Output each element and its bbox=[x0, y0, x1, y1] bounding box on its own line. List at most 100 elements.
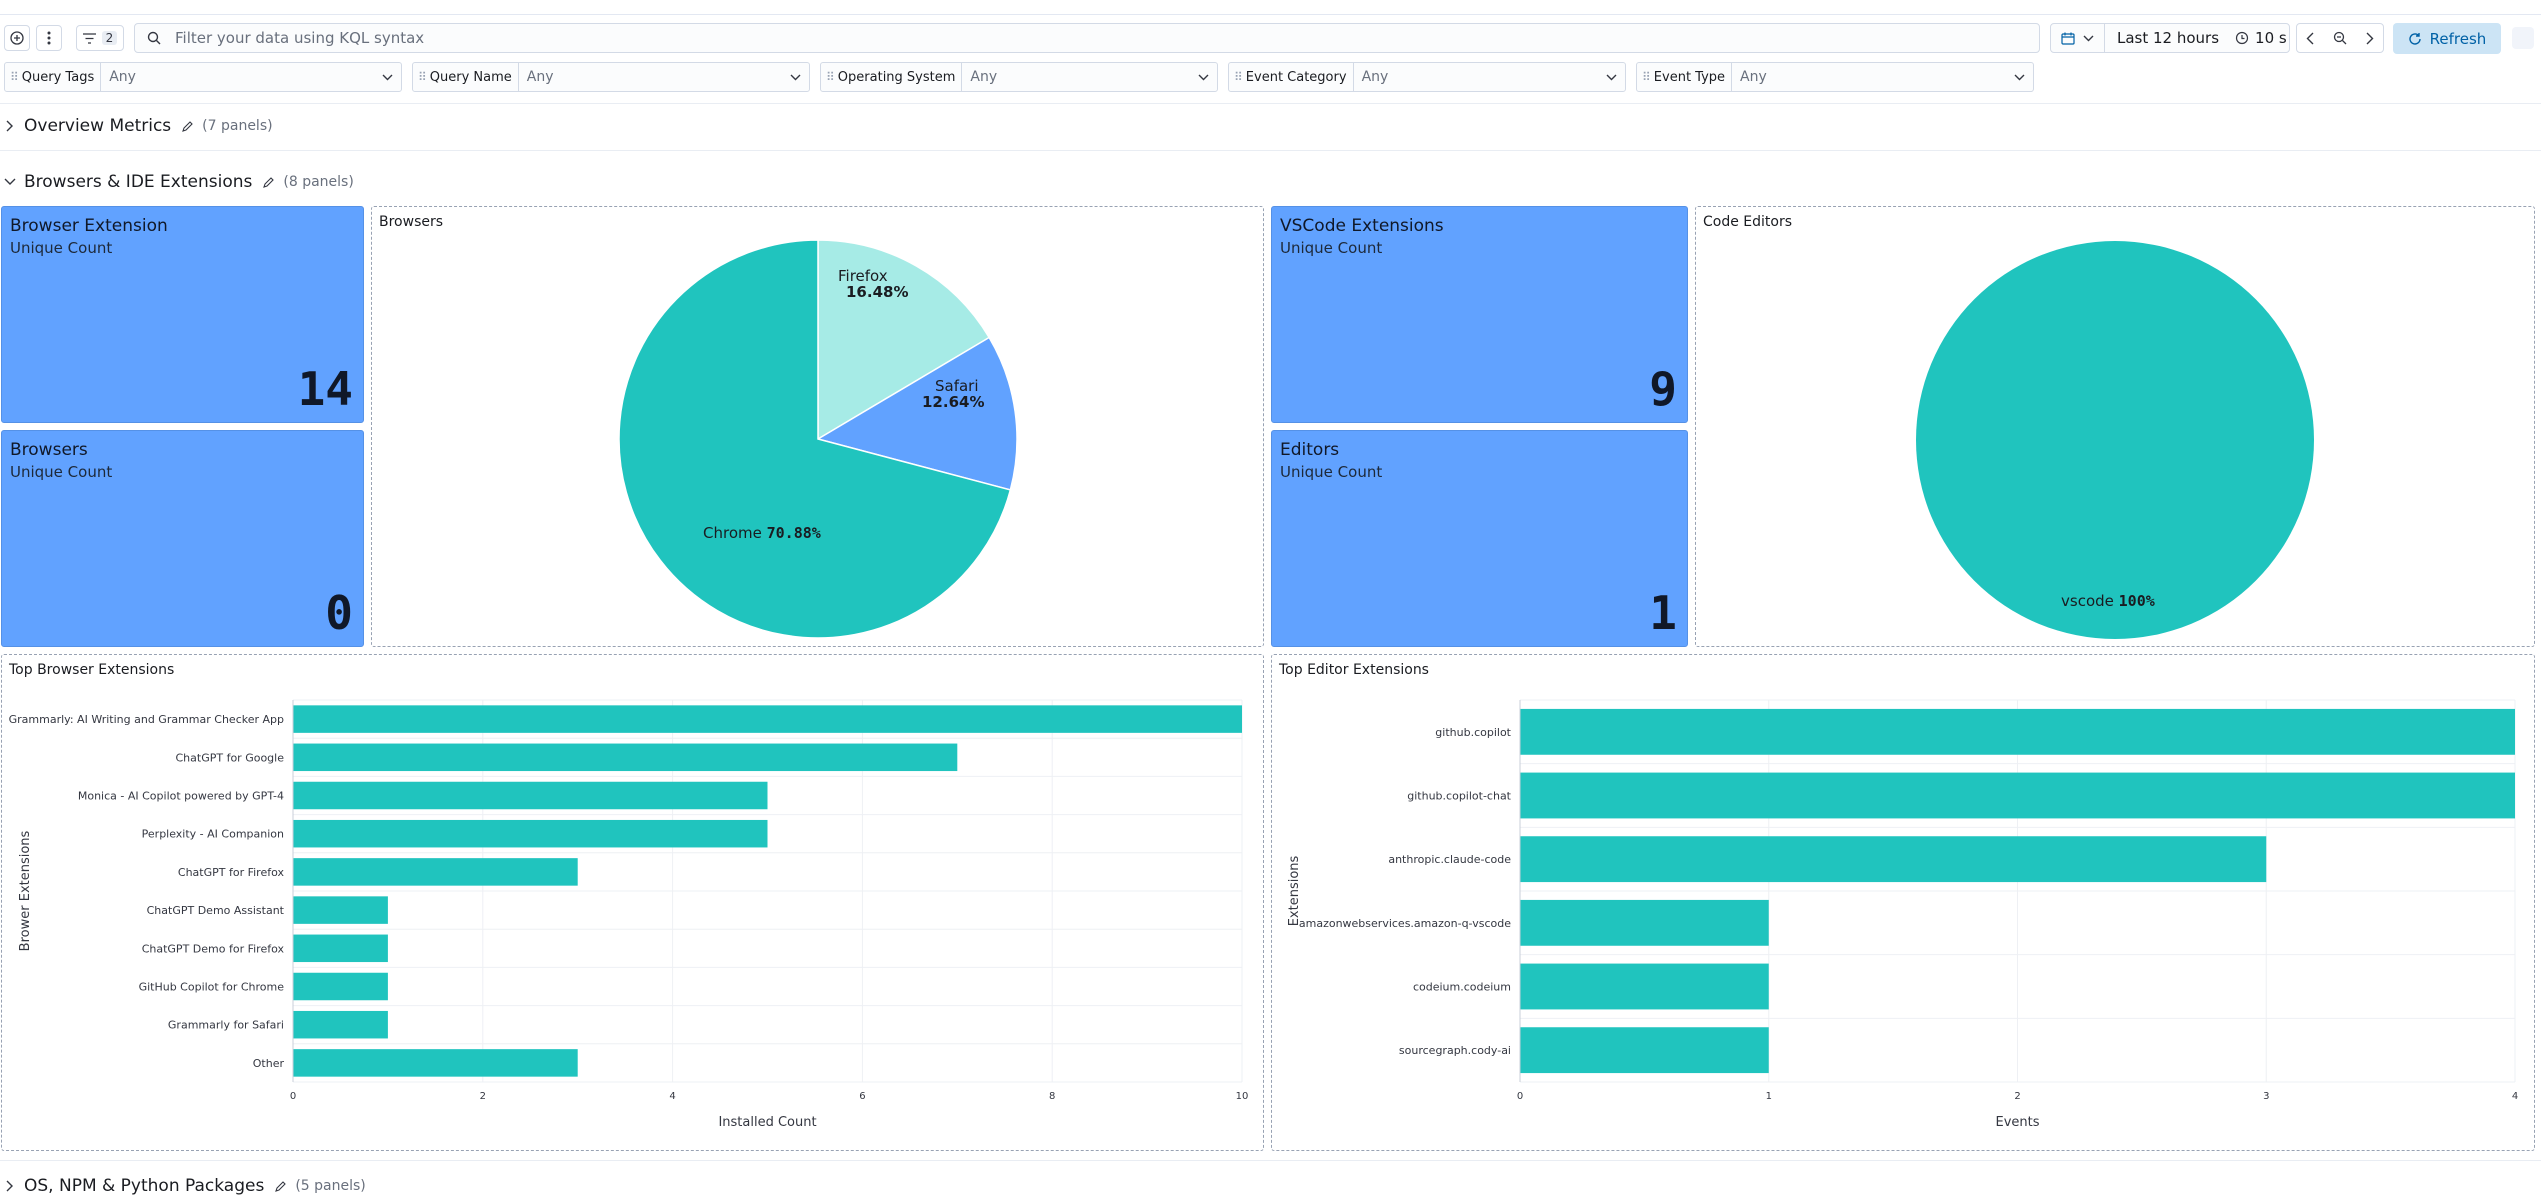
chevron-right-icon[interactable] bbox=[6, 120, 14, 132]
bar[interactable] bbox=[293, 743, 958, 772]
metric-browsers: Browsers Unique Count 0 bbox=[1, 430, 364, 647]
pie-slice-vscode[interactable] bbox=[1916, 241, 2314, 639]
bar[interactable] bbox=[1520, 772, 2515, 819]
control-label: Event Category bbox=[1246, 63, 1354, 91]
metric-title: VSCode Extensions bbox=[1280, 216, 1444, 236]
control-query-name[interactable]: ⠿ Query Name Any bbox=[412, 62, 810, 92]
chevron-down-icon[interactable] bbox=[4, 178, 16, 186]
divider bbox=[0, 150, 2541, 151]
refresh-label: Refresh bbox=[2429, 29, 2487, 48]
bar[interactable] bbox=[1520, 836, 2267, 883]
drag-handle-icon[interactable]: ⠿ bbox=[10, 70, 19, 84]
y-tick-label: amazonwebservices.amazon-q-vscode bbox=[1299, 917, 1511, 930]
pie-slice-firefox[interactable] bbox=[817, 239, 991, 441]
drag-handle-icon[interactable]: ⠿ bbox=[1234, 70, 1243, 84]
time-picker[interactable]: Last 12 hours 10 s bbox=[2050, 23, 2290, 53]
x-tick-label: 1 bbox=[1766, 1091, 1772, 1102]
metric-subtitle: Unique Count bbox=[1280, 239, 1383, 257]
x-tick-label: 10 bbox=[1236, 1091, 1249, 1102]
panel-title: Browsers bbox=[379, 214, 444, 230]
filter-count: 2 bbox=[101, 31, 118, 45]
drag-handle-icon[interactable]: ⠿ bbox=[418, 70, 427, 84]
code-editors-pie-chart: vscode 100% bbox=[1916, 241, 2314, 639]
x-axis-label: Installed Count bbox=[718, 1115, 816, 1130]
editor-extensions-bar-chart: 0 1 2 3 4 github.copilot github.copilot-chat an… bbox=[1287, 699, 2518, 1130]
pencil-icon[interactable] bbox=[262, 176, 275, 189]
y-tick-label: GitHub Copilot for Chrome bbox=[139, 981, 285, 994]
chevron-left-icon[interactable] bbox=[2306, 32, 2314, 45]
metric-title: Editors bbox=[1280, 440, 1340, 460]
pie-slice-chrome[interactable] bbox=[618, 239, 1012, 639]
refresh-interval-icon bbox=[2235, 31, 2249, 45]
chevron-right-icon[interactable] bbox=[2366, 32, 2374, 45]
y-tick-label: ChatGPT Demo for Firefox bbox=[142, 942, 285, 955]
panel-top-browser-extensions: Top Browser Extensions 0 2 4 6 8 10 Grammarly:… bbox=[1, 654, 1264, 1151]
kql-placeholder: Filter your data using KQL syntax bbox=[175, 29, 425, 47]
refresh-interval[interactable]: 10 s bbox=[2235, 29, 2287, 47]
loading-indicator-icon bbox=[2512, 27, 2534, 49]
bar[interactable] bbox=[293, 781, 768, 810]
control-label: Operating System bbox=[838, 63, 963, 91]
x-tick-label: 2 bbox=[2014, 1091, 2020, 1102]
options-menu-icon[interactable] bbox=[36, 25, 62, 51]
drag-handle-icon[interactable]: ⠿ bbox=[826, 70, 835, 84]
bar[interactable] bbox=[293, 819, 768, 848]
divider bbox=[0, 1160, 2541, 1161]
bar[interactable] bbox=[293, 1010, 388, 1039]
section-panel-count: (5 panels) bbox=[295, 1178, 366, 1194]
panel-title: Top Browser Extensions bbox=[9, 662, 175, 678]
x-tick-label: 2 bbox=[480, 1091, 486, 1102]
pencil-icon[interactable] bbox=[181, 120, 194, 133]
bar[interactable] bbox=[293, 934, 388, 963]
bar[interactable] bbox=[293, 896, 388, 924]
add-filter-icon[interactable] bbox=[4, 25, 30, 51]
pie-pct-label: 12.64% bbox=[922, 393, 984, 411]
x-tick-label: 4 bbox=[669, 1091, 675, 1102]
control-value: Any bbox=[1740, 69, 1767, 85]
control-event-category[interactable]: ⠿ Event Category Any bbox=[1228, 62, 1626, 92]
kql-search-input[interactable]: Filter your data using KQL syntax bbox=[134, 23, 2040, 53]
calendar-icon[interactable] bbox=[2061, 32, 2094, 45]
bar[interactable] bbox=[1520, 899, 1769, 946]
chevron-right-icon[interactable] bbox=[6, 1180, 14, 1192]
time-nav-group bbox=[2296, 23, 2384, 53]
section-panel-count: (7 panels) bbox=[202, 118, 273, 134]
bar[interactable] bbox=[293, 1049, 578, 1077]
section-overview-metrics[interactable]: Overview Metrics (7 panels) bbox=[0, 116, 273, 136]
drag-handle-icon[interactable]: ⠿ bbox=[1642, 70, 1651, 84]
chevron-down-icon bbox=[1198, 74, 1209, 80]
x-axis-label: Events bbox=[1995, 1115, 2039, 1130]
x-tick-label: 0 bbox=[290, 1091, 296, 1102]
control-operating-system[interactable]: ⠿ Operating System Any bbox=[820, 62, 1218, 92]
control-event-type[interactable]: ⠿ Event Type Any bbox=[1636, 62, 2034, 92]
section-title: Browsers & IDE Extensions bbox=[24, 172, 253, 192]
y-tick-label: codeium.codeium bbox=[1413, 981, 1511, 994]
control-query-tags[interactable]: ⠿ Query Tags Any bbox=[4, 62, 402, 92]
bar[interactable] bbox=[293, 858, 578, 886]
bar[interactable] bbox=[1520, 708, 2515, 755]
bar[interactable] bbox=[1520, 963, 1769, 1010]
y-tick-label: Grammarly for Safari bbox=[168, 1019, 284, 1032]
x-tick-label: 4 bbox=[2512, 1091, 2518, 1102]
refresh-button[interactable]: Refresh bbox=[2393, 23, 2501, 54]
zoom-out-icon[interactable] bbox=[2333, 31, 2347, 45]
time-range-label[interactable]: Last 12 hours bbox=[2117, 29, 2220, 47]
pencil-icon[interactable] bbox=[274, 1180, 287, 1193]
refresh-icon bbox=[2409, 32, 2421, 45]
y-tick-label: Monica - AI Copilot powered by GPT-4 bbox=[78, 790, 284, 803]
metric-vscode-extensions: VSCode Extensions Unique Count 9 bbox=[1271, 206, 1688, 423]
bar[interactable] bbox=[293, 705, 1242, 733]
y-tick-label: github.copilot-chat bbox=[1407, 790, 1511, 803]
control-value: Any bbox=[970, 69, 998, 85]
filter-badge-button[interactable]: 2 bbox=[76, 25, 124, 51]
control-value: Any bbox=[109, 69, 136, 85]
section-browsers-ide[interactable]: Browsers & IDE Extensions (8 panels) bbox=[0, 172, 354, 192]
search-icon bbox=[147, 31, 161, 45]
section-os-npm-python[interactable]: OS, NPM & Python Packages (5 panels) bbox=[0, 1176, 366, 1196]
bar[interactable] bbox=[293, 972, 388, 1001]
bar[interactable] bbox=[1520, 1027, 1769, 1074]
control-value: Any bbox=[1361, 69, 1389, 85]
x-tick-label: 8 bbox=[1049, 1091, 1055, 1102]
y-axis-label: Brower Extensions bbox=[18, 830, 33, 951]
